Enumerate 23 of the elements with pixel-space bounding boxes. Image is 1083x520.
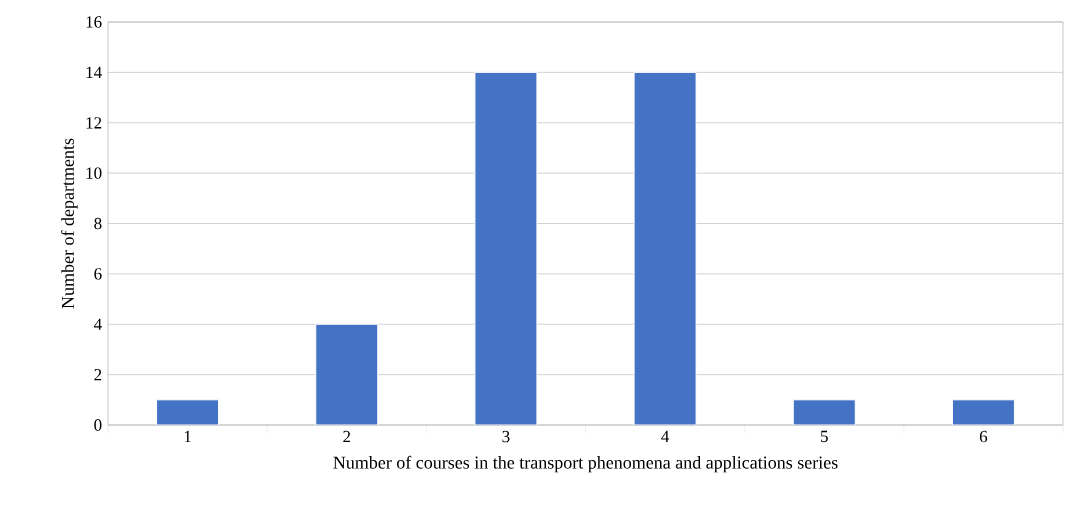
y-tick-label: 0 [94,419,102,431]
bar [951,399,1015,425]
x-tick-label: 4 [661,430,670,443]
x-tick-label: 1 [184,430,191,443]
y-tick-label: 8 [94,217,102,230]
x-tick-label: 2 [343,430,351,443]
y-tick-label: 6 [94,268,102,280]
y-tick-label: 12 [86,117,102,129]
y-tick-label: 4 [93,318,102,330]
bar [633,71,697,425]
y-axis-title: Number of departments [61,138,78,309]
bar [156,399,220,425]
bar [474,71,538,425]
y-tick-label: 2 [94,369,102,381]
x-tick-label: 6 [979,430,988,443]
y-tick-label: 16 [86,16,102,28]
x-tick-label: 3 [502,430,510,443]
x-tick-label: 5 [820,430,828,443]
y-tick-label: 14 [86,66,102,78]
bar [792,399,856,425]
y-tick-label: 10 [86,167,102,179]
x-axis-title: Number of courses in the transport phenomena and applications series [333,455,838,473]
bar [315,323,379,425]
